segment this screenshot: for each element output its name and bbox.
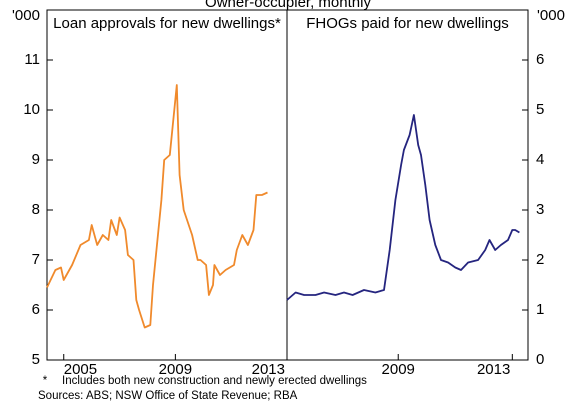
x-tick-label: 2009 <box>382 361 415 378</box>
note-marker: * <box>43 375 48 387</box>
y-tick-label: 8 <box>32 201 40 218</box>
note: Includes both new construction and newly… <box>62 375 367 387</box>
x-tick-label: 2005 <box>64 361 97 378</box>
panel-title: FHOGs paid for new dwellings <box>306 15 509 32</box>
y2-tick-label: 2 <box>536 251 544 268</box>
panel-title: Loan approvals for new dwellings* <box>53 15 281 32</box>
data-line <box>286 114 520 301</box>
x-tick-label: 2013 <box>252 361 285 378</box>
y2-tick-label: 4 <box>536 151 544 168</box>
y-tick-label: 10 <box>23 101 40 118</box>
y-tick-label: 11 <box>24 51 40 68</box>
y2-tick-label: 0 <box>536 351 544 368</box>
y-tick-label: 5 <box>32 351 40 368</box>
data-line <box>46 84 268 329</box>
y2-tick-label: 6 <box>536 51 544 68</box>
y2-tick-label: 5 <box>536 101 544 118</box>
sources: Sources: ABS; NSW Office of State Revenu… <box>38 390 298 402</box>
y2-tick-label: 1 <box>536 301 544 318</box>
y-tick-label: 6 <box>32 301 40 318</box>
y-tick-label: 7 <box>32 251 40 268</box>
y-unit-label: '000 <box>12 7 40 24</box>
x-tick-label: 2013 <box>477 361 510 378</box>
y-tick-label: 9 <box>32 151 40 168</box>
y2-unit-label: '000 <box>537 7 565 24</box>
x-tick-label: 2009 <box>159 361 192 378</box>
y2-tick-label: 3 <box>536 201 544 218</box>
chart-subtitle: Owner-occupier, monthly <box>205 0 371 11</box>
